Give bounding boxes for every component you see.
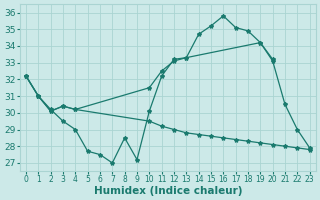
X-axis label: Humidex (Indice chaleur): Humidex (Indice chaleur) (93, 186, 242, 196)
